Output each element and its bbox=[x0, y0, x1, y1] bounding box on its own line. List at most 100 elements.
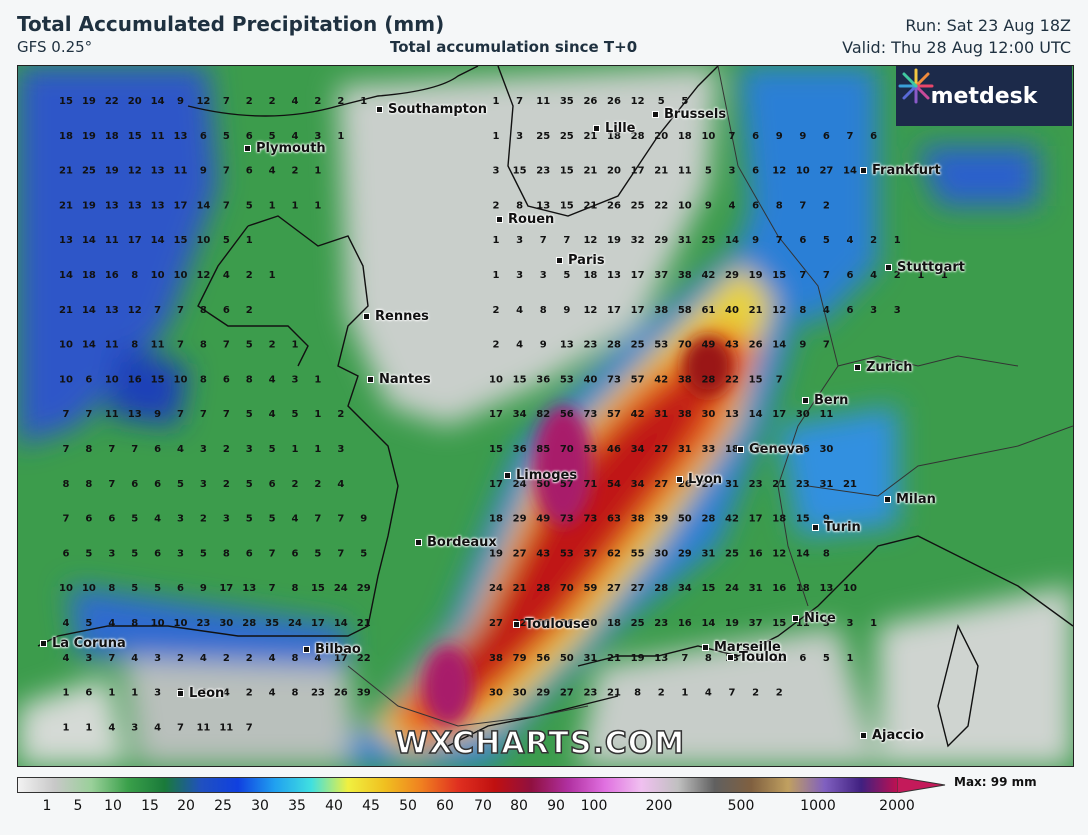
grid-value: 57 bbox=[631, 374, 645, 385]
grid-value: 8 bbox=[131, 618, 138, 629]
grid-value: 2 bbox=[177, 653, 184, 664]
grid-value: 4 bbox=[516, 340, 523, 351]
chart-subtitle: Total accumulation since T+0 bbox=[390, 38, 638, 56]
grid-value: 4 bbox=[847, 235, 854, 246]
grid-value: 4 bbox=[154, 722, 161, 733]
grid-value: 21 bbox=[654, 166, 668, 177]
grid-value: 5 bbox=[223, 131, 230, 142]
grid-value: 26 bbox=[583, 96, 597, 107]
city-nantes: Nantes bbox=[367, 372, 431, 387]
grid-value: 21 bbox=[607, 653, 621, 664]
grid-value: 8 bbox=[799, 305, 806, 316]
grid-value: 13 bbox=[725, 409, 739, 420]
grid-value: 42 bbox=[725, 514, 739, 525]
grid-value: 15 bbox=[560, 166, 574, 177]
grid-value: 19 bbox=[631, 653, 645, 664]
grid-value: 5 bbox=[246, 200, 253, 211]
grid-value: 2 bbox=[337, 96, 344, 107]
grid-value: 1 bbox=[63, 688, 70, 699]
grid-value: 8 bbox=[131, 340, 138, 351]
grid-value: 43 bbox=[536, 548, 550, 559]
grid-value: 70 bbox=[560, 444, 574, 455]
city-southampton: Southampton bbox=[376, 102, 487, 117]
grid-value: 2 bbox=[658, 688, 665, 699]
grid-value: 4 bbox=[337, 479, 344, 490]
grid-value: 15 bbox=[489, 444, 503, 455]
city-zurich: Zurich bbox=[854, 360, 913, 375]
grid-value: 1 bbox=[314, 374, 321, 385]
grid-value: 4 bbox=[269, 653, 276, 664]
grid-value: 1 bbox=[847, 653, 854, 664]
grid-value: 4 bbox=[705, 688, 712, 699]
grid-value: 17 bbox=[311, 618, 325, 629]
grid-value: 9 bbox=[705, 200, 712, 211]
grid-value: 10 bbox=[59, 340, 73, 351]
city-stuttgart: Stuttgart bbox=[885, 260, 965, 275]
grid-value: 23 bbox=[536, 166, 550, 177]
grid-value: 1 bbox=[360, 96, 367, 107]
legend-arrow-icon bbox=[897, 777, 946, 793]
grid-value: 18 bbox=[796, 583, 810, 594]
city-brussels: Brussels bbox=[652, 107, 726, 122]
grid-value: 6 bbox=[269, 479, 276, 490]
grid-value: 2 bbox=[894, 270, 901, 281]
grid-value: 73 bbox=[560, 514, 574, 525]
grid-value: 31 bbox=[749, 583, 763, 594]
city-turin: Turin bbox=[812, 520, 861, 535]
grid-value: 28 bbox=[607, 340, 621, 351]
grid-value: 1 bbox=[63, 722, 70, 733]
grid-value: 2 bbox=[870, 235, 877, 246]
grid-value: 4 bbox=[269, 166, 276, 177]
legend-tick-label: 80 bbox=[510, 798, 528, 814]
grid-value: 31 bbox=[819, 479, 833, 490]
legend-tick-label: 45 bbox=[362, 798, 380, 814]
grid-value: 9 bbox=[776, 131, 783, 142]
grid-value: 27 bbox=[489, 618, 503, 629]
grid-value: 34 bbox=[631, 444, 645, 455]
grid-value: 39 bbox=[357, 688, 371, 699]
grid-value: 23 bbox=[749, 479, 763, 490]
grid-value: 15 bbox=[772, 270, 786, 281]
grid-value: 21 bbox=[357, 618, 371, 629]
grid-value: 3 bbox=[223, 514, 230, 525]
grid-value: 7 bbox=[776, 235, 783, 246]
grid-value: 7 bbox=[63, 514, 70, 525]
grid-value: 17 bbox=[489, 409, 503, 420]
grid-value: 3 bbox=[337, 444, 344, 455]
grid-value: 8 bbox=[823, 548, 830, 559]
grid-value: 17 bbox=[128, 235, 142, 246]
legend-tick-label: 200 bbox=[645, 798, 673, 814]
precipitation-map[interactable]: 15 19 22 20 14 9 12 7 2 2 4 2 2 1 18 19 18 15 11 13 6 5 6 5 4 3 1 2… bbox=[17, 65, 1074, 767]
chart-title: Total Accumulated Precipitation (mm) bbox=[17, 12, 445, 36]
grid-value: 26 bbox=[749, 340, 763, 351]
grid-value: 62 bbox=[607, 548, 621, 559]
grid-value: 6 bbox=[85, 374, 92, 385]
grid-value: 4 bbox=[131, 653, 138, 664]
grid-value: 29 bbox=[654, 235, 668, 246]
grid-value: 30 bbox=[513, 688, 527, 699]
grid-value: 18 bbox=[678, 131, 692, 142]
grid-value: 5 bbox=[246, 514, 253, 525]
grid-value: 7 bbox=[269, 548, 276, 559]
grid-value: 24 bbox=[288, 618, 302, 629]
grid-value: 7 bbox=[223, 200, 230, 211]
grid-value: 29 bbox=[513, 514, 527, 525]
grid-value: 6 bbox=[154, 548, 161, 559]
grid-value: 2 bbox=[493, 305, 500, 316]
grid-value: 3 bbox=[246, 444, 253, 455]
grid-value: 8 bbox=[705, 653, 712, 664]
grid-value: 6 bbox=[823, 131, 830, 142]
grid-value: 30 bbox=[583, 618, 597, 629]
city-bordeaux: Bordeaux bbox=[415, 535, 497, 550]
grid-value: 5 bbox=[131, 583, 138, 594]
grid-value: 5 bbox=[200, 548, 207, 559]
grid-value: 25 bbox=[82, 166, 96, 177]
grid-value: 17 bbox=[631, 270, 645, 281]
grid-value: 26 bbox=[607, 96, 621, 107]
grid-value: 8 bbox=[200, 340, 207, 351]
legend-tick-label: 50 bbox=[399, 798, 417, 814]
grid-value: 3 bbox=[729, 166, 736, 177]
grid-value: 25 bbox=[725, 548, 739, 559]
grid-value: 5 bbox=[154, 583, 161, 594]
grid-value: 13 bbox=[128, 409, 142, 420]
